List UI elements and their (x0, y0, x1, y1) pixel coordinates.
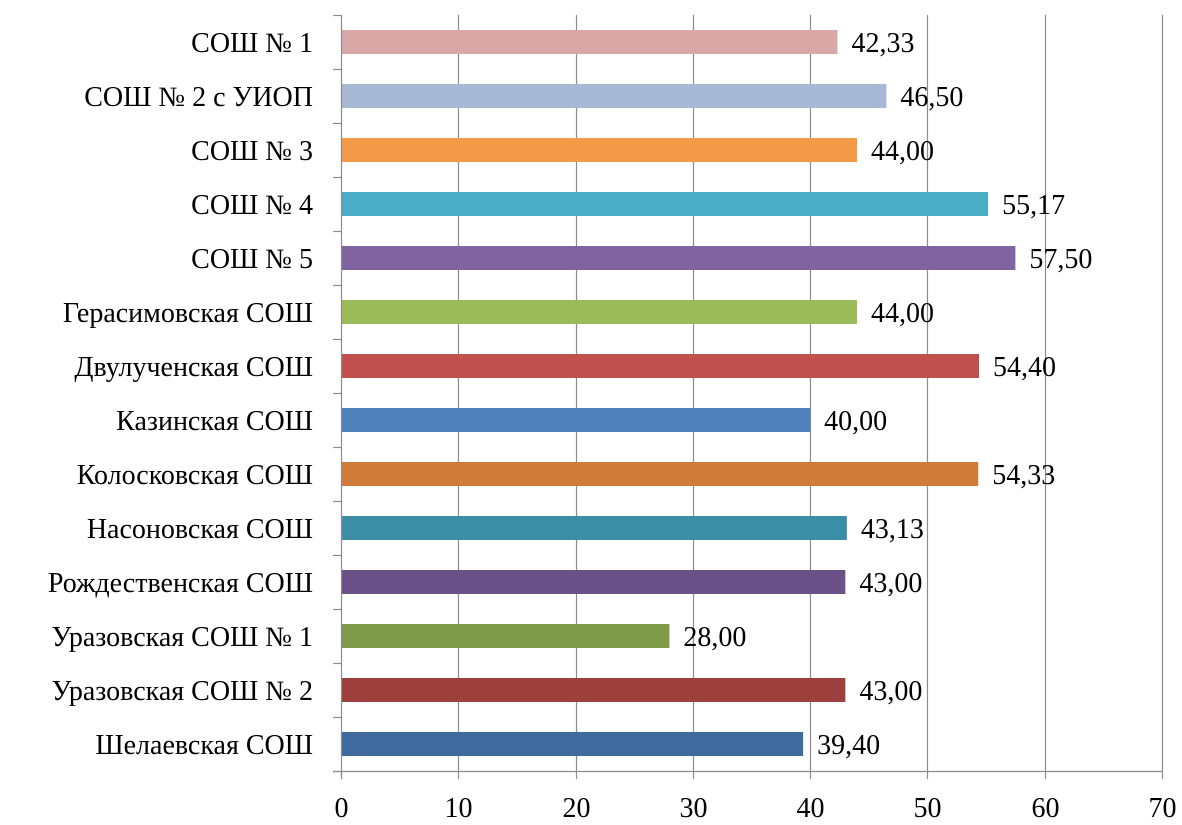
data-label: 42,33 (851, 28, 914, 59)
bar (342, 246, 1016, 270)
bar (342, 354, 980, 378)
category-label: Рождественская СОШ (48, 568, 313, 599)
data-label: 40,00 (824, 406, 887, 437)
bar (342, 300, 858, 324)
labels: 0 10 20 30 40 50 60 70 СОШ № 1 42,33 СОШ № 2 с УИО… (48, 28, 1177, 824)
data-label: 46,50 (900, 82, 963, 113)
x-tick-label: 40 (797, 793, 825, 824)
category-label: Насоновская СОШ (87, 514, 313, 545)
category-label: СОШ № 4 (191, 190, 313, 221)
bar (342, 624, 670, 648)
bar (342, 678, 846, 702)
data-label: 43,00 (859, 568, 922, 599)
data-label: 44,00 (871, 136, 934, 167)
category-label: Колосковская СОШ (77, 460, 313, 491)
grid-lines (457, 15, 1164, 771)
bar (342, 408, 811, 432)
data-label: 43,00 (859, 676, 922, 707)
data-label: 43,13 (861, 514, 924, 545)
bar (342, 570, 846, 594)
category-label: Уразовская СОШ № 2 (51, 676, 313, 707)
bar (342, 516, 847, 540)
x-tick-label: 60 (1032, 793, 1060, 824)
category-label: Казинская СОШ (116, 406, 313, 437)
bar (342, 138, 858, 162)
bar (342, 732, 804, 756)
data-label: 39,40 (817, 730, 880, 761)
category-label: Уразовская СОШ № 1 (51, 622, 313, 653)
axes (333, 14, 1164, 779)
x-tick-label: 10 (445, 793, 473, 824)
category-label: Двулученская СОШ (74, 352, 313, 383)
x-tick-label: 70 (1149, 793, 1177, 824)
bar (342, 30, 838, 54)
x-tick-label: 50 (914, 793, 942, 824)
category-label: СОШ № 5 (191, 244, 313, 275)
category-label: СОШ № 3 (191, 136, 313, 167)
x-tick-label: 0 (335, 793, 349, 824)
bar (342, 462, 979, 486)
data-label: 44,00 (871, 298, 934, 329)
category-label: Герасимовская СОШ (63, 298, 313, 329)
data-label: 54,33 (992, 460, 1055, 491)
bar (342, 192, 989, 216)
data-label: 55,17 (1002, 190, 1065, 221)
bar (342, 84, 887, 108)
x-tick-label: 30 (680, 793, 708, 824)
category-label: СОШ № 1 (191, 28, 313, 59)
data-label: 54,40 (993, 352, 1056, 383)
category-label: СОШ № 2 с УИОП (84, 82, 313, 113)
data-label: 28,00 (683, 622, 746, 653)
bars (342, 30, 1016, 756)
category-label: Шелаевская СОШ (95, 730, 313, 761)
data-label: 57,50 (1029, 244, 1092, 275)
x-tick-label: 20 (563, 793, 591, 824)
